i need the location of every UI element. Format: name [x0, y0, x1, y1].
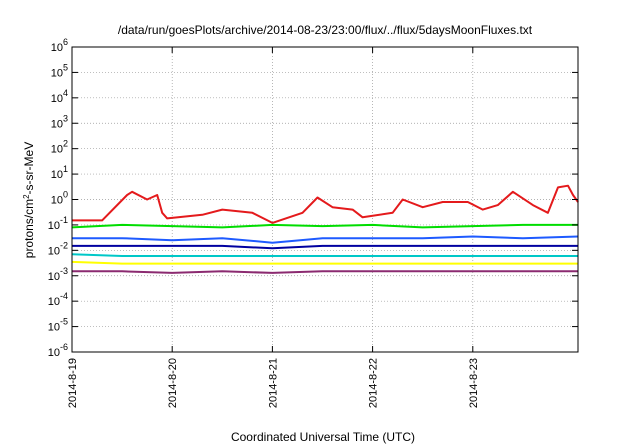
x-tick-label: 2014-8-22 [368, 358, 380, 408]
y-axis-title: protons/cm2-s-sr-MeV [22, 142, 37, 258]
y-axis-title-prefix: protons/cm [22, 199, 36, 258]
series-line-7 [72, 270, 578, 274]
y-tick-label: 10-4 [48, 291, 68, 308]
x-tick-label: 2014-8-23 [468, 358, 480, 408]
grid [72, 47, 578, 352]
x-tick-label: 2014-8-20 [167, 358, 179, 408]
y-tick-label: 10-3 [48, 266, 68, 283]
x-axis-title: Coordinated Universal Time (UTC) [231, 430, 415, 444]
y-tick-label: 101 [51, 164, 68, 181]
y-tick-label: 10-2 [48, 240, 68, 257]
y-tick-label: 106 [51, 37, 68, 54]
y-axis-title-suffix: -s-sr-MeV [22, 142, 36, 195]
chart-title: /data/run/goesPlots/archive/2014-08-23/2… [118, 23, 533, 37]
series-line-6 [71, 260, 578, 265]
x-tick-label: 2014-8-21 [267, 358, 279, 408]
series-line-3 [72, 235, 579, 244]
series-line-4 [72, 244, 578, 250]
y-axis-title-sup: 2 [22, 194, 31, 199]
y-tick-label: 100 [51, 190, 68, 207]
y-tick-label: 104 [51, 88, 68, 105]
y-tick-label: 10-6 [48, 342, 68, 359]
axis-ticks: 10-6 10-5 10-4 10-3 10-2 10-1 100 101 102 103 104 1… [48, 37, 578, 408]
y-tick-label: 103 [51, 113, 68, 130]
y-tick-label: 10-5 [48, 317, 68, 334]
y-tick-label: 105 [51, 62, 68, 79]
series-lines [71, 184, 579, 274]
series-line-1 [72, 184, 579, 224]
series-line-2 [71, 223, 578, 229]
x-tick-label: 2014-8-19 [67, 358, 79, 408]
series-line-5 [71, 253, 578, 257]
y-tick-label: 102 [51, 139, 68, 156]
y-tick-label: 10-1 [48, 215, 68, 232]
